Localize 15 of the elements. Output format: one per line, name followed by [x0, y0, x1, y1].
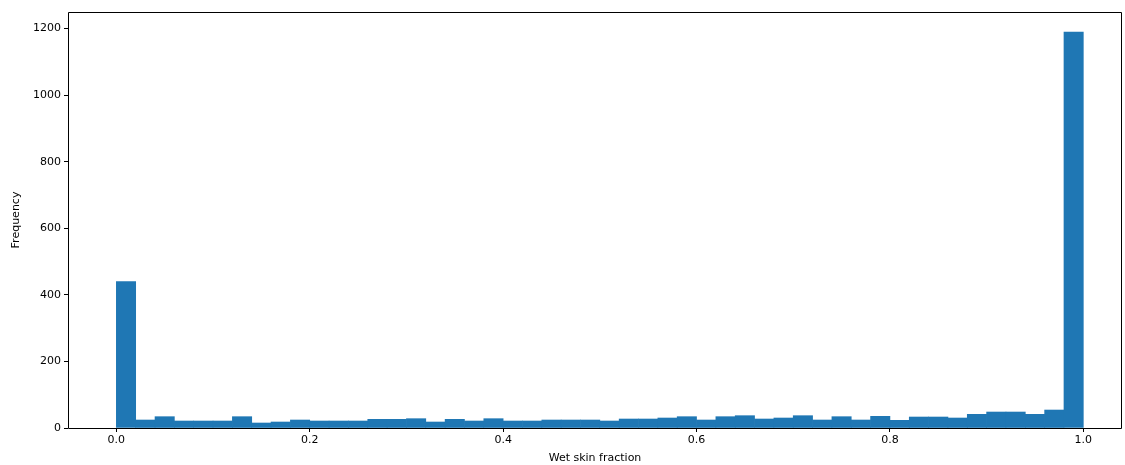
y-tick-label: 1200 — [33, 21, 61, 35]
y-tick-label: 400 — [40, 287, 61, 301]
x-tick-label: 0.2 — [300, 433, 319, 447]
y-tick-label: 200 — [40, 354, 61, 368]
x-tick-label: 0.6 — [687, 433, 706, 447]
y-tick-label: 800 — [40, 154, 61, 168]
x-tick-label: 0.4 — [494, 433, 512, 447]
y-tick-label: 600 — [40, 221, 61, 235]
y-tick-label: 1000 — [33, 88, 61, 102]
y-tick-label: 0 — [54, 420, 61, 434]
x-tick-label: 0.8 — [881, 433, 899, 447]
x-tick-label: 1.0 — [1074, 433, 1093, 447]
y-axis-title: Frequency — [9, 191, 23, 249]
x-tick-label: 0.0 — [107, 433, 126, 447]
x-axis-title: Wet skin fraction — [548, 451, 642, 465]
